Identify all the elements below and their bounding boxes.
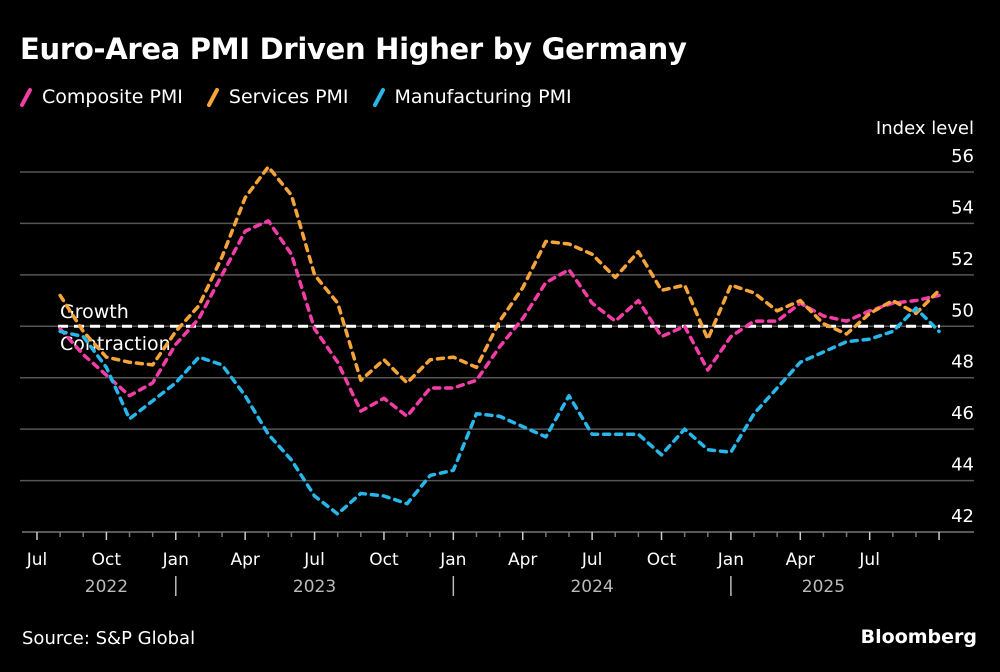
y-tick-label: 54	[951, 197, 974, 218]
y-tick-label: 56	[951, 146, 974, 167]
y-axis-labels: Index level 42 44 46 48 50 52 54 56	[876, 118, 974, 527]
x-tick-label: Apr	[508, 550, 537, 570]
x-tick-label: Jul	[26, 550, 48, 570]
y-tick-label: 50	[951, 300, 974, 321]
x-tick-label: Oct	[92, 550, 122, 570]
x-tick-label: Apr	[786, 550, 815, 570]
source-note: Source: S&P Global	[22, 628, 196, 649]
series-line-composite	[58, 219, 941, 419]
x-tick-label: Jul	[303, 550, 325, 570]
x-tick-label: Jul	[858, 550, 880, 570]
y-tick-label: 46	[951, 403, 974, 424]
x-year-label: 2024	[570, 577, 613, 597]
legend-item-services: Services PMI	[206, 86, 349, 108]
composite-swatch-icon	[20, 88, 32, 107]
y-axis-title: Index level	[876, 118, 974, 139]
legend-label-manufacturing: Manufacturing PMI	[394, 86, 572, 108]
series-services	[58, 165, 941, 385]
x-tick-label: Oct	[647, 550, 677, 570]
y-tick-label: 52	[951, 249, 974, 270]
legend-item-composite: Composite PMI	[20, 86, 183, 108]
chart-title: Euro-Area PMI Driven Higher by Germany	[20, 32, 687, 66]
legend-label-services: Services PMI	[228, 86, 349, 108]
y-tick-label: 42	[951, 506, 974, 527]
legend-label-composite: Composite PMI	[42, 86, 183, 108]
legend-item-manufacturing: Manufacturing PMI	[372, 86, 572, 108]
series-manufacturing	[58, 306, 941, 516]
series-line-services	[58, 165, 941, 385]
x-tick-label: Jan	[162, 550, 189, 570]
x-tick-label: Oct	[369, 550, 399, 570]
x-year-label: 2025	[802, 577, 845, 597]
series-lines	[58, 165, 941, 516]
manufacturing-swatch-icon	[372, 88, 385, 107]
services-swatch-icon	[206, 88, 219, 107]
x-tick-label: Jan	[439, 550, 466, 570]
y-tick-label: 44	[951, 455, 974, 476]
bloomberg-logo: Bloomberg	[860, 626, 977, 648]
growth-label: Growth	[60, 301, 129, 323]
x-tick-label: Apr	[230, 550, 259, 570]
x-tick-label: Jul	[581, 550, 603, 570]
x-year-label: 2022	[85, 577, 128, 597]
y-tick-label: 48	[951, 352, 974, 373]
legend: Composite PMI Services PMI Manufacturing…	[20, 86, 596, 108]
x-year-label: 2023	[293, 577, 336, 597]
series-line-manufacturing	[58, 306, 941, 516]
series-composite	[58, 219, 941, 419]
x-tick-label: Jan	[717, 550, 744, 570]
x-axis: Jul Oct Jan Apr Jul Oct Jan Apr Jul Oct Jan Apr Jul 2…	[22, 531, 974, 597]
